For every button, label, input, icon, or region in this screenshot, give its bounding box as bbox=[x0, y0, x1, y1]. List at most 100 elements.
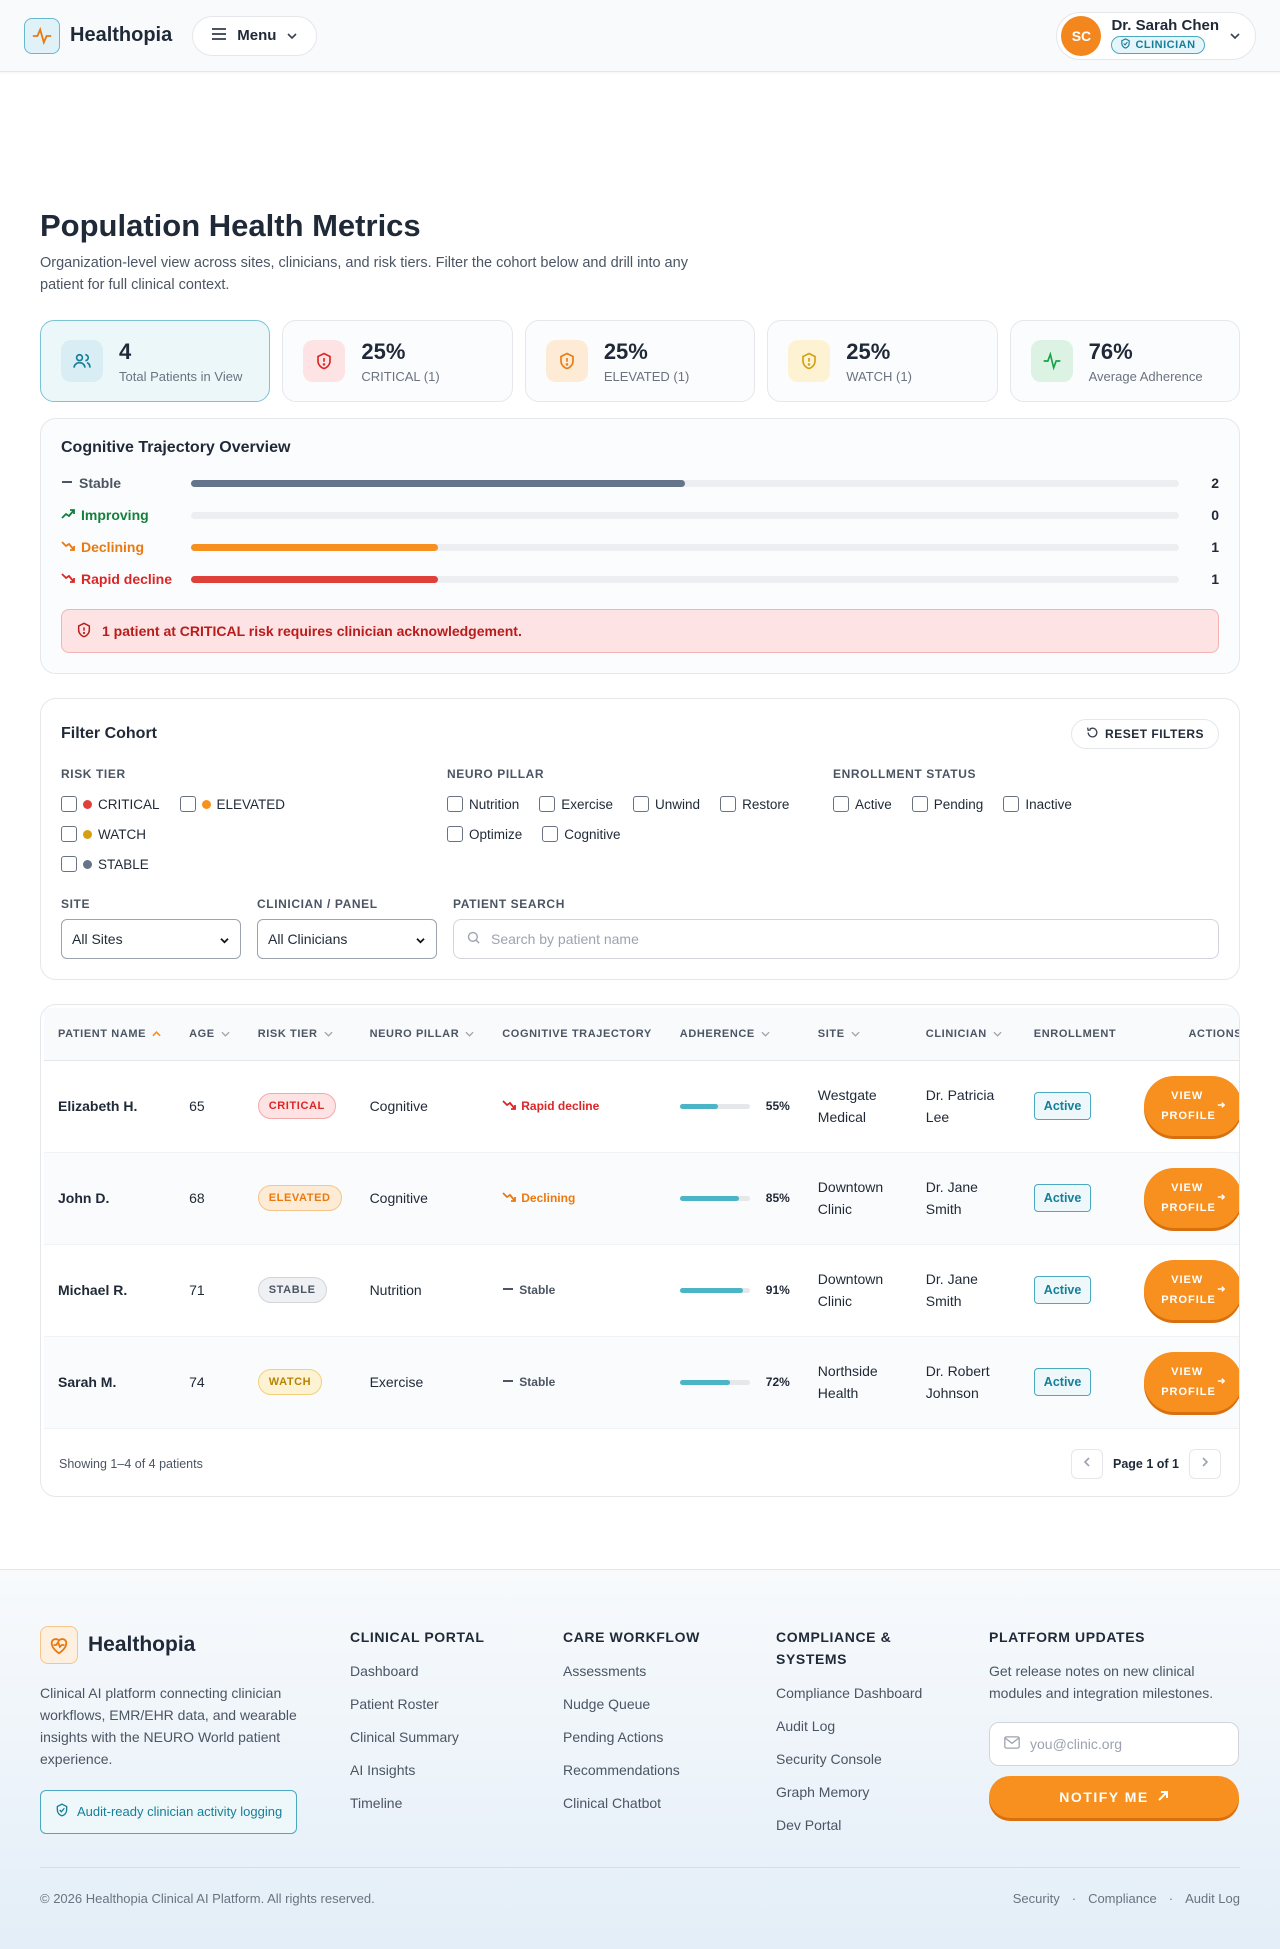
footer-link[interactable]: Audit Log bbox=[776, 1717, 836, 1734]
checkbox-box[interactable] bbox=[833, 796, 849, 812]
brand-logo-icon[interactable] bbox=[24, 17, 60, 54]
checkbox-watch[interactable]: WATCH bbox=[61, 819, 146, 849]
col-actions[interactable]: ACTIONS bbox=[1130, 1008, 1239, 1061]
checkbox-nutrition[interactable]: Nutrition bbox=[447, 789, 519, 819]
footer-link[interactable]: Security Console bbox=[776, 1750, 882, 1767]
audit-badge: Audit-ready clinician activity logging bbox=[40, 1789, 298, 1834]
checkbox-box[interactable] bbox=[633, 796, 650, 812]
col-risk-tier[interactable]: RISK TIER bbox=[243, 1008, 356, 1061]
checkbox-restore[interactable]: Restore bbox=[720, 789, 789, 819]
checkbox-pending[interactable]: Pending bbox=[911, 789, 983, 819]
adherence: 55% bbox=[679, 1099, 790, 1113]
checkbox-box[interactable] bbox=[1003, 796, 1020, 812]
checkbox-stable[interactable]: STABLE bbox=[61, 849, 149, 879]
stat-card[interactable]: 25% ELEVATED (1) bbox=[524, 320, 756, 402]
footer-link[interactable]: Compliance Dashboard bbox=[776, 1684, 923, 1701]
checkbox-box[interactable] bbox=[61, 796, 77, 812]
user-menu[interactable]: SC Dr. Sarah Chen CLINICIAN bbox=[1056, 11, 1256, 60]
trending-down-icon bbox=[502, 1191, 517, 1206]
cell-trajectory: Stable bbox=[488, 1336, 666, 1429]
footer-link[interactable]: Pending Actions bbox=[563, 1728, 664, 1745]
trajectory-bar bbox=[191, 479, 1179, 487]
col-age[interactable]: AGE bbox=[175, 1008, 244, 1061]
table-row[interactable]: Elizabeth H. 65 CRITICAL Cognitive Rapid dec… bbox=[44, 1060, 1239, 1153]
footer-bottom-link[interactable]: Security bbox=[1012, 1890, 1060, 1906]
checkbox-exercise[interactable]: Exercise bbox=[539, 789, 613, 819]
checkbox-cognitive[interactable]: Cognitive bbox=[542, 819, 621, 849]
checkbox-active[interactable]: Active bbox=[833, 789, 892, 819]
trajectory-label: Stable bbox=[61, 475, 191, 491]
checkbox-unwind[interactable]: Unwind bbox=[633, 789, 700, 819]
col-neuro-pillar[interactable]: NEURO PILLAR bbox=[355, 1008, 489, 1061]
checkbox-label: Restore bbox=[742, 796, 790, 812]
stat-card[interactable]: 76% Average Adherence bbox=[1009, 320, 1241, 402]
prev-page-button[interactable] bbox=[1071, 1448, 1103, 1479]
col-clinician[interactable]: CLINICIAN bbox=[911, 1008, 1020, 1061]
col-patient-name[interactable]: PATIENT NAME bbox=[44, 1008, 176, 1061]
table-row[interactable]: Michael R. 71 STABLE Nutrition Stable 91% Down… bbox=[44, 1244, 1239, 1337]
sort-up-icon bbox=[152, 1028, 161, 1040]
footer-bottom-link[interactable]: Compliance bbox=[1088, 1890, 1157, 1906]
checkbox-box[interactable] bbox=[447, 796, 463, 812]
showing-count: Showing 1–4 of 4 patients bbox=[59, 1456, 203, 1471]
next-page-button[interactable] bbox=[1189, 1448, 1221, 1479]
email-input[interactable]: you@clinic.org bbox=[989, 1721, 1239, 1766]
menu-button[interactable]: Menu bbox=[192, 15, 318, 56]
footer-link[interactable]: Assessments bbox=[563, 1662, 647, 1679]
checkbox-box[interactable] bbox=[179, 796, 196, 812]
clinician-select[interactable]: All Clinicians bbox=[257, 919, 437, 959]
table-row[interactable]: John D. 68 ELEVATED Cognitive Declining 85% Do… bbox=[44, 1152, 1239, 1245]
checkbox-elevated[interactable]: ELEVATED bbox=[179, 789, 285, 819]
footer-link[interactable]: Dashboard bbox=[350, 1662, 419, 1679]
footer-link[interactable]: Nudge Queue bbox=[563, 1695, 651, 1712]
footer-link[interactable]: Timeline bbox=[350, 1794, 403, 1811]
view-profile-button[interactable]: VIEW PROFILE bbox=[1144, 1352, 1239, 1412]
stat-card[interactable]: 25% CRITICAL (1) bbox=[282, 320, 513, 402]
col-cognitive-trajectory[interactable]: COGNITIVE TRAJECTORY bbox=[488, 1008, 666, 1061]
stat-card[interactable]: 4 Total Patients in View bbox=[40, 320, 271, 402]
checkbox-optimize[interactable]: Optimize bbox=[447, 819, 522, 849]
view-profile-button[interactable]: VIEW PROFILE bbox=[1144, 1260, 1239, 1320]
cell-clinician: Dr. Patricia Lee bbox=[911, 1060, 1020, 1153]
cell-enrollment: Active bbox=[1019, 1060, 1131, 1153]
view-profile-button[interactable]: VIEW PROFILE bbox=[1144, 1076, 1239, 1136]
site-select[interactable]: All Sites bbox=[61, 919, 241, 959]
user-name: Dr. Sarah Chen bbox=[1111, 17, 1219, 34]
col-site[interactable]: SITE bbox=[803, 1008, 912, 1061]
col-enrollment[interactable]: ENROLLMENT bbox=[1019, 1008, 1131, 1061]
footer-column-title: CLINICAL PORTAL bbox=[350, 1628, 485, 1645]
risk-badge: STABLE bbox=[257, 1277, 327, 1303]
checkbox-box[interactable] bbox=[539, 796, 556, 812]
footer-link[interactable]: AI Insights bbox=[350, 1761, 416, 1778]
footer-brand: Healthopia bbox=[88, 1632, 196, 1656]
risk-tier-options: CRITICAL ELEVATED WATCH STABLE bbox=[61, 789, 391, 879]
reset-filters-button[interactable]: RESET FILTERS bbox=[1071, 719, 1219, 749]
view-profile-button[interactable]: VIEW PROFILE bbox=[1144, 1168, 1239, 1228]
adherence-bar bbox=[679, 1287, 750, 1293]
checkbox-box[interactable] bbox=[542, 826, 559, 842]
stat-card[interactable]: 25% WATCH (1) bbox=[767, 320, 998, 402]
footer-link[interactable]: Recommendations bbox=[563, 1761, 680, 1778]
footer-link[interactable]: Graph Memory bbox=[776, 1783, 870, 1800]
footer-link[interactable]: Patient Roster bbox=[350, 1695, 439, 1712]
checkbox-box[interactable] bbox=[720, 796, 737, 812]
notify-button[interactable]: NOTIFY ME bbox=[989, 1775, 1239, 1818]
checkbox-box[interactable] bbox=[447, 826, 463, 842]
shield-check-icon bbox=[1120, 38, 1131, 52]
checkbox-box[interactable] bbox=[61, 856, 77, 872]
col-adherence[interactable]: ADHERENCE bbox=[665, 1008, 804, 1061]
checkbox-box[interactable] bbox=[61, 826, 77, 842]
brand-name[interactable]: Healthopia bbox=[70, 24, 173, 46]
footer-bottom-link[interactable]: Audit Log bbox=[1185, 1890, 1240, 1906]
table-row[interactable]: Sarah M. 74 WATCH Exercise Stable 72% Northsid… bbox=[44, 1336, 1239, 1429]
trending-down-icon bbox=[502, 1099, 517, 1114]
footer-link[interactable]: Clinical Chatbot bbox=[563, 1794, 662, 1811]
checkbox-critical[interactable]: CRITICAL bbox=[61, 789, 160, 819]
patient-search-input[interactable]: Search by patient name bbox=[453, 919, 1219, 959]
checkbox-box[interactable] bbox=[911, 796, 928, 812]
trajectory-count: 0 bbox=[1211, 507, 1219, 523]
footer-link[interactable]: Clinical Summary bbox=[350, 1728, 459, 1745]
checkbox-inactive[interactable]: Inactive bbox=[1003, 789, 1072, 819]
footer-link[interactable]: Dev Portal bbox=[776, 1816, 842, 1833]
updates-text: Get release notes on new clinical module… bbox=[989, 1662, 1214, 1701]
